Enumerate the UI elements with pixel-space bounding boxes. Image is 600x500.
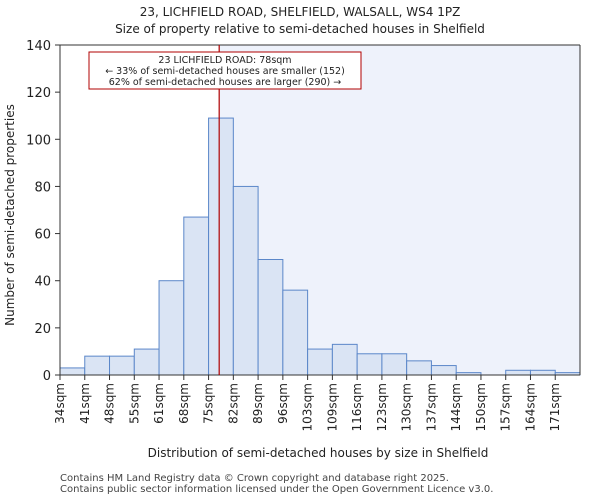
x-tick-label: 34sqm bbox=[53, 383, 67, 424]
histogram-bar bbox=[232, 185, 259, 376]
x-axis-label: Distribution of semi-detached houses by … bbox=[148, 446, 489, 460]
x-tick-label: 164sqm bbox=[523, 383, 537, 431]
histogram-bar bbox=[331, 343, 358, 376]
histogram-bar bbox=[84, 355, 111, 376]
annotation-box bbox=[88, 51, 362, 90]
x-tick-label: 61sqm bbox=[152, 383, 166, 424]
y-axis-label: Number of semi-detached properties bbox=[3, 104, 17, 326]
x-tick-label: 75sqm bbox=[202, 383, 216, 424]
y-tick-label: 120 bbox=[26, 86, 51, 101]
histogram-bar bbox=[257, 259, 284, 376]
y-tick-label: 0 bbox=[43, 369, 51, 384]
annotation-title: 23 LICHFIELD ROAD: 78sqm bbox=[158, 55, 291, 66]
histogram-bar bbox=[307, 348, 333, 376]
histogram-bar bbox=[282, 289, 309, 376]
x-tick-label: 157sqm bbox=[499, 383, 513, 431]
x-tick-label: 144sqm bbox=[449, 383, 463, 431]
chart-title-line2: Size of property relative to semi-detach… bbox=[115, 22, 485, 36]
annotation-larger: 62% of semi-detached houses are larger (… bbox=[109, 77, 342, 88]
histogram-bar bbox=[158, 280, 185, 376]
histogram-bar bbox=[406, 360, 432, 376]
y-tick-label: 60 bbox=[34, 228, 51, 243]
x-tick-label: 109sqm bbox=[325, 383, 339, 431]
x-tick-label: 89sqm bbox=[251, 383, 265, 424]
x-tick-label: 55sqm bbox=[127, 383, 141, 424]
histogram-bar bbox=[183, 216, 210, 376]
histogram-bar bbox=[529, 369, 556, 376]
histogram-bar bbox=[430, 365, 457, 376]
x-tick-label: 123sqm bbox=[375, 383, 389, 431]
y-tick-label: 140 bbox=[26, 39, 51, 54]
histogram-bar bbox=[356, 353, 383, 376]
x-tick-label: 137sqm bbox=[424, 383, 438, 431]
histogram-bar bbox=[208, 117, 234, 376]
histogram-bar bbox=[109, 355, 135, 376]
y-tick-label: 80 bbox=[34, 180, 51, 195]
x-tick-label: 82sqm bbox=[226, 383, 240, 424]
x-tick-label: 103sqm bbox=[301, 383, 315, 431]
x-tick-label: 171sqm bbox=[548, 383, 562, 431]
histogram-bar bbox=[381, 353, 408, 376]
y-tick-label: 40 bbox=[34, 275, 51, 290]
histogram-bar bbox=[133, 348, 160, 376]
histogram-bar bbox=[59, 367, 86, 376]
x-tick-label: 68sqm bbox=[177, 383, 191, 424]
x-tick-label: 41sqm bbox=[78, 383, 92, 424]
y-tick-label: 100 bbox=[26, 133, 51, 148]
annotation-smaller: ← 33% of semi-detached houses are smalle… bbox=[105, 66, 345, 77]
x-tick-label: 130sqm bbox=[400, 383, 414, 431]
x-tick-label: 96sqm bbox=[276, 383, 290, 424]
histogram-bar bbox=[505, 369, 531, 376]
y-tick-label: 20 bbox=[34, 322, 51, 337]
plot-area: 0 20 40 60 80 100 120 140 34sqm 41sqm 48sqm 55sqm 61… bbox=[26, 39, 581, 431]
x-tick-label: 150sqm bbox=[474, 383, 488, 431]
footer-copyright: Contains HM Land Registry data © Crown c… bbox=[60, 473, 449, 484]
x-tick-label: 48sqm bbox=[103, 383, 117, 424]
footer-licence: Contains public sector information licen… bbox=[60, 484, 494, 495]
chart-title-line1: 23, LICHFIELD ROAD, SHELFIELD, WALSALL, … bbox=[140, 5, 461, 19]
x-tick-label: 116sqm bbox=[350, 383, 364, 431]
